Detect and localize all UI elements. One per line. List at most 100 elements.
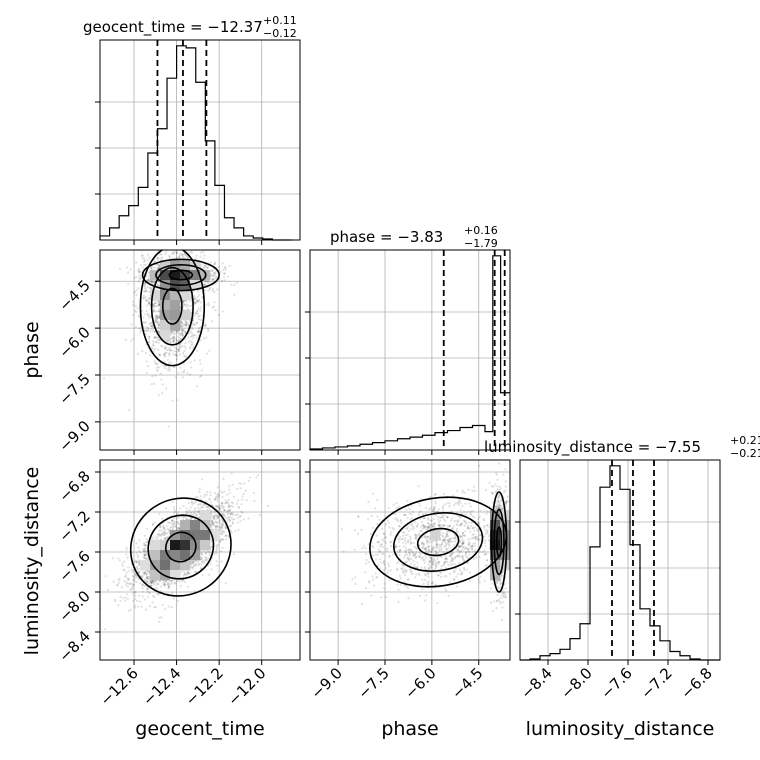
sample-point — [503, 491, 506, 494]
sample-point — [143, 329, 146, 332]
sample-point — [465, 568, 468, 571]
density-cell — [200, 530, 211, 541]
sample-point — [145, 553, 148, 556]
sample-point — [163, 530, 166, 534]
sample-point — [238, 515, 242, 518]
sample-point — [137, 559, 140, 562]
sample-point — [190, 312, 193, 315]
sample-point — [132, 304, 135, 307]
sample-point — [212, 523, 215, 526]
sample-point — [156, 587, 159, 590]
sample-point — [198, 488, 201, 491]
sample-point — [216, 505, 219, 508]
sample-point — [144, 283, 147, 286]
sample-point — [163, 354, 166, 357]
sample-point — [165, 351, 168, 354]
sample-point — [446, 533, 449, 536]
sample-point — [181, 376, 184, 379]
sample-point — [216, 496, 219, 499]
sample-point — [158, 616, 161, 619]
sample-point — [138, 549, 141, 553]
sample-point — [474, 550, 477, 554]
sample-point — [193, 511, 196, 514]
sample-point — [474, 542, 477, 545]
sample-point — [136, 565, 139, 568]
sample-point — [175, 252, 178, 255]
sample-point — [225, 527, 228, 530]
sample-point — [410, 570, 413, 573]
sample-point — [221, 526, 224, 530]
sample-point — [417, 555, 420, 558]
sample-point — [191, 561, 194, 564]
sample-point — [176, 526, 179, 529]
sample-point — [162, 526, 166, 529]
sample-point — [180, 322, 184, 325]
sample-point — [203, 266, 206, 269]
sample-point — [150, 584, 153, 587]
sample-point — [462, 542, 465, 545]
sample-point — [149, 286, 152, 289]
sample-point — [220, 504, 223, 507]
sample-point — [231, 518, 234, 521]
sample-point — [175, 339, 178, 342]
sample-point — [429, 550, 432, 554]
sample-point — [184, 324, 187, 327]
sample-point — [193, 295, 196, 298]
sample-point — [163, 584, 166, 587]
sample-point — [173, 335, 176, 339]
sample-point — [139, 275, 142, 279]
sample-point — [135, 310, 138, 314]
sample-point — [149, 267, 152, 270]
sample-point — [142, 296, 146, 299]
sample-point — [128, 582, 131, 586]
sample-point — [206, 279, 209, 283]
sample-point — [147, 328, 150, 331]
sample-point — [147, 335, 150, 338]
sample-point — [130, 339, 133, 342]
sample-point — [463, 547, 467, 551]
sample-point — [155, 314, 158, 317]
density-cell — [160, 260, 171, 271]
sample-point — [474, 537, 477, 541]
sample-point — [190, 510, 193, 514]
density-cell — [170, 530, 181, 541]
sample-point — [227, 509, 230, 512]
sample-point — [175, 350, 178, 353]
sample-point — [184, 517, 188, 520]
sample-point — [162, 352, 166, 355]
sample-point — [154, 587, 157, 590]
sample-point — [151, 329, 154, 332]
sample-point — [121, 562, 124, 565]
sample-point — [200, 551, 203, 554]
sample-point — [430, 519, 433, 522]
sample-point — [174, 523, 177, 526]
sample-point — [146, 329, 149, 333]
sample-point — [152, 342, 155, 345]
sample-point — [205, 303, 208, 306]
sample-point — [197, 318, 200, 321]
sample-point — [104, 575, 107, 578]
sample-point — [199, 339, 202, 342]
x-tick-label: −7.2 — [637, 664, 675, 702]
sample-point — [211, 306, 214, 309]
sample-point — [120, 586, 124, 589]
scatter-panel-luminosity_distance-vs-phase: −9.0 −7.5 −6.0 −4.5 — [305, 459, 511, 703]
sample-point — [393, 528, 396, 531]
sample-point — [228, 519, 231, 522]
sample-point — [375, 534, 378, 537]
sample-point — [158, 323, 161, 326]
sample-point — [143, 571, 146, 574]
sample-point — [155, 582, 159, 585]
sample-point — [197, 307, 200, 310]
sample-point — [159, 525, 162, 529]
sample-point — [143, 573, 146, 576]
sample-point — [192, 319, 195, 322]
sample-point — [153, 596, 156, 599]
sample-point — [222, 268, 225, 272]
sample-point — [408, 508, 411, 511]
sample-point — [404, 574, 407, 577]
sample-point — [407, 541, 410, 544]
sample-point — [199, 502, 202, 506]
sample-point — [174, 338, 177, 341]
sample-point — [406, 556, 409, 560]
